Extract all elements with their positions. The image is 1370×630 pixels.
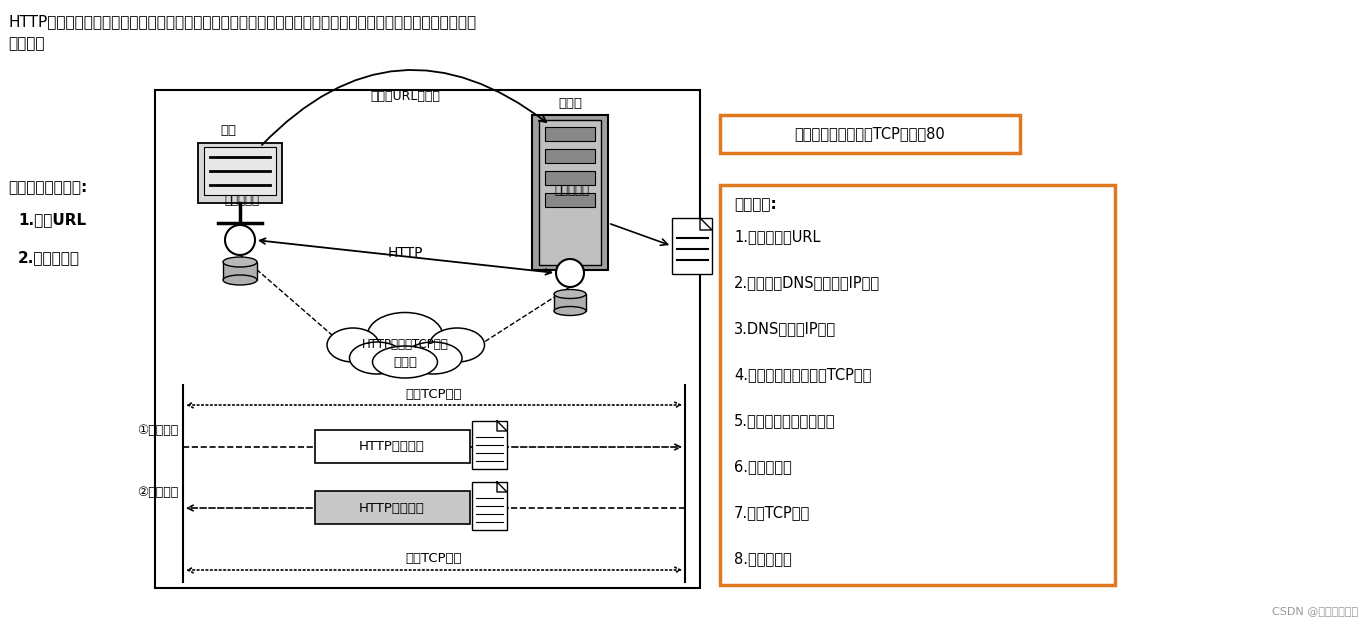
Bar	[673, 218, 712, 274]
Text: 用户浏览页面方法:: 用户浏览页面方法:	[8, 181, 88, 195]
Bar	[223, 262, 258, 280]
Text: 6.服务器响应: 6.服务器响应	[734, 459, 792, 474]
Text: 客户: 客户	[221, 124, 236, 137]
Text: 1.浏览器分析URL: 1.浏览器分析URL	[734, 229, 821, 244]
Text: 7.释放TCP连接: 7.释放TCP连接	[734, 505, 810, 520]
Text: HTTP: HTTP	[388, 246, 423, 260]
Text: 2.点击超链接: 2.点击超链接	[18, 251, 79, 265]
FancyArrowPatch shape	[262, 70, 547, 145]
Text: HTTP使用此TCP连接: HTTP使用此TCP连接	[362, 338, 448, 352]
Text: 3.DNS解析出IP地址: 3.DNS解析出IP地址	[734, 321, 836, 336]
Bar	[155, 90, 700, 588]
Bar	[545, 149, 595, 163]
Ellipse shape	[223, 275, 258, 285]
Text: 2.浏览器向DNS请求解析IP地址: 2.浏览器向DNS请求解析IP地址	[734, 275, 880, 290]
Ellipse shape	[430, 328, 485, 362]
Text: 因特网: 因特网	[393, 355, 416, 369]
Text: 一个服务器进程监听TCP的端口80: 一个服务器进程监听TCP的端口80	[795, 127, 945, 142]
Text: 释放TCP连接: 释放TCP连接	[406, 553, 462, 566]
Text: HTTP响应报文: HTTP响应报文	[359, 501, 425, 515]
Text: 建立TCP连接: 建立TCP连接	[406, 387, 462, 401]
Text: CSDN @我勒个乖乖鹅: CSDN @我勒个乖乖鹅	[1271, 606, 1358, 616]
Text: ①请求文档: ①请求文档	[137, 425, 178, 437]
Bar	[473, 421, 507, 469]
Bar	[473, 482, 507, 530]
Ellipse shape	[223, 257, 258, 267]
Circle shape	[225, 225, 255, 255]
Bar	[545, 171, 595, 185]
Text: HTTP协议定义了浏览器（万维网客户进程）怎样向万维网服务器请求万维网文档，以及服务器怎样把文档传送给: HTTP协议定义了浏览器（万维网客户进程）怎样向万维网服务器请求万维网文档，以及…	[8, 14, 477, 29]
Bar	[315, 430, 470, 463]
Bar	[204, 147, 275, 195]
Bar	[199, 143, 282, 203]
Ellipse shape	[327, 328, 379, 362]
Ellipse shape	[349, 342, 404, 374]
Bar	[553, 294, 586, 311]
Text: 链接到URL的超链: 链接到URL的超链	[370, 91, 440, 103]
Text: 5.浏览器发出取文件命令: 5.浏览器发出取文件命令	[734, 413, 836, 428]
Ellipse shape	[553, 307, 586, 316]
Ellipse shape	[367, 312, 443, 357]
Text: 具体过程:: 具体过程:	[734, 197, 777, 212]
Ellipse shape	[373, 346, 437, 378]
Ellipse shape	[404, 342, 462, 374]
Text: 浏览器。: 浏览器。	[8, 36, 44, 51]
Text: 4.浏览器与服务器建立TCP连接: 4.浏览器与服务器建立TCP连接	[734, 367, 871, 382]
Text: HTTP请求报文: HTTP请求报文	[359, 440, 425, 454]
Circle shape	[556, 259, 584, 287]
Text: 服务器: 服务器	[558, 97, 582, 110]
Text: 服务器程序: 服务器程序	[555, 183, 589, 197]
Bar	[545, 193, 595, 207]
Text: ②响应文档: ②响应文档	[137, 486, 178, 498]
Ellipse shape	[553, 290, 586, 299]
Bar	[315, 491, 470, 524]
Bar	[721, 185, 1115, 585]
Bar	[721, 115, 1021, 153]
Text: 1.输入URL: 1.输入URL	[18, 212, 86, 227]
Text: 浏览器程序: 浏览器程序	[225, 193, 259, 207]
Text: 8.浏览器显示: 8.浏览器显示	[734, 551, 792, 566]
Bar	[545, 127, 595, 141]
FancyArrowPatch shape	[611, 224, 667, 245]
Bar	[532, 115, 608, 270]
Bar	[538, 120, 601, 265]
